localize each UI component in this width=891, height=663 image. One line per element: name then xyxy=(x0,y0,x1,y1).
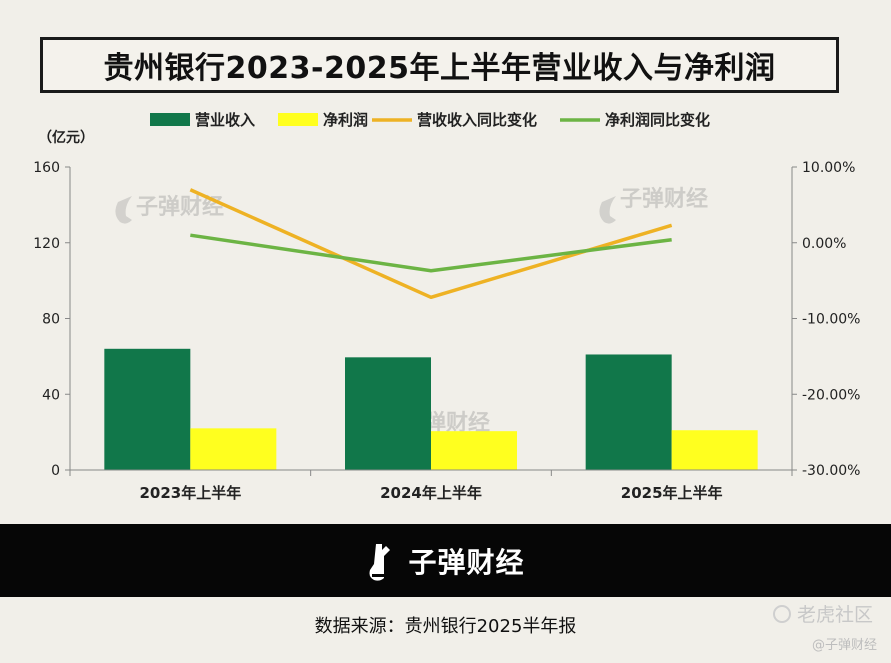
x-tick-label: 2025年上半年 xyxy=(621,484,723,502)
legend-swatch-1 xyxy=(278,113,318,126)
legend-label-0: 营业收入 xyxy=(195,111,255,129)
revenue-yoy-line xyxy=(189,188,673,300)
chart-title: 贵州银行2023-2025年上半年营业收入与净利润 xyxy=(103,51,776,86)
net-profit-bar-0 xyxy=(190,428,277,470)
left-tick-label: 120 xyxy=(33,236,60,252)
watermark-top-right: 子弹财经 xyxy=(599,186,708,224)
watermark-text: 子弹财经 xyxy=(620,186,708,212)
revenue-bar-2 xyxy=(585,354,672,470)
footer-band: 子弹财经 xyxy=(0,524,891,597)
chart: 子弹财经 子弹财经 子弹财经 营业收入 净利润 营收收入同比变化 净利润同比变化 （亿… xyxy=(33,111,860,502)
left-tick-label: 160 xyxy=(33,160,60,176)
legend-swatch-0 xyxy=(150,113,190,126)
right-tick-label: 0.00% xyxy=(802,236,846,252)
revenue-bar-0 xyxy=(104,348,191,470)
right-axis: 10.00% 0.00% -10.00% -20.00% -30.00% xyxy=(791,160,860,479)
left-axis: 0 40 80 120 160 xyxy=(33,160,71,479)
watermark-logo-icon xyxy=(599,196,616,224)
footer-brand: 子弹财经 xyxy=(408,545,525,579)
corner-watermark-text: 老虎社区 xyxy=(796,604,873,626)
right-tick-label: -10.00% xyxy=(802,312,860,328)
legend-label-1: 净利润 xyxy=(323,111,368,129)
revenue-bar-1 xyxy=(345,357,431,470)
left-tick-label: 0 xyxy=(51,463,60,479)
right-tick-label: -30.00% xyxy=(802,463,860,479)
watermark-logo-icon xyxy=(115,196,132,224)
bars xyxy=(104,348,758,470)
footer-logo: 子弹财经 xyxy=(366,540,524,582)
x-tick-label: 2023年上半年 xyxy=(139,484,241,502)
tiger-logo-icon xyxy=(772,604,791,623)
net-profit-yoy-line xyxy=(190,233,672,273)
corner-watermark: 老虎社区 xyxy=(772,600,873,627)
source-note: 数据来源：贵州银行2025半年报 xyxy=(314,616,577,637)
left-tick-label: 40 xyxy=(42,387,60,403)
title-box: 贵州银行2023-2025年上半年营业收入与净利润 xyxy=(40,37,839,93)
legend-label-3: 净利润同比变化 xyxy=(605,111,710,129)
left-tick-label: 80 xyxy=(42,312,60,328)
legend-label-2: 营收收入同比变化 xyxy=(417,111,537,129)
bullet-logo-icon xyxy=(369,543,391,581)
legend: 营业收入 净利润 营收收入同比变化 净利润同比变化 xyxy=(150,111,710,129)
net-profit-bar-2 xyxy=(671,430,758,470)
x-axis: 2023年上半年 2024年上半年 2025年上半年 xyxy=(69,469,793,502)
corner-handle: @子弹财经 xyxy=(811,638,877,653)
right-tick-label: -20.00% xyxy=(802,387,860,403)
lines xyxy=(189,188,673,300)
x-tick-label: 2024年上半年 xyxy=(380,484,482,502)
net-profit-bar-1 xyxy=(431,431,517,470)
right-tick-label: 10.00% xyxy=(802,160,855,176)
left-axis-unit: （亿元） xyxy=(38,129,94,146)
